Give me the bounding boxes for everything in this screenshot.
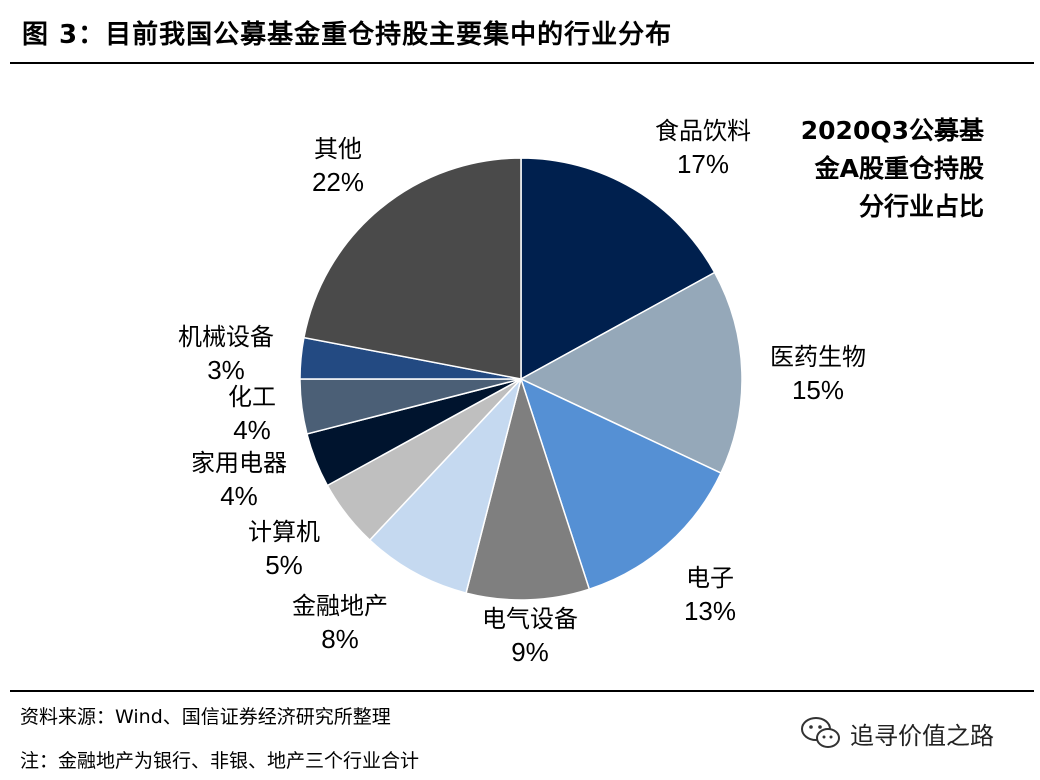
pie-slice-5 — [368, 378, 522, 594]
slice-value-label-9: 3% — [207, 355, 245, 385]
footnote: 注：金融地产为银行、非银、地产三个行业合计 — [20, 750, 420, 772]
slice-value-label-5: 8% — [321, 624, 359, 654]
slice-label-5: 金融地产 — [292, 592, 388, 620]
slice-label-7: 家用电器 — [191, 449, 287, 477]
side-title-line-2: 金A股重仓持股 — [814, 154, 984, 183]
pie-slice-3 — [519, 377, 722, 591]
slice-label-6: 计算机 — [248, 518, 320, 546]
pie-slice-1 — [520, 157, 716, 381]
watermark-text: 追寻价值之路 — [850, 721, 994, 750]
slice-label-1: 食品饮料 — [655, 117, 751, 145]
pie-slice-4 — [465, 376, 591, 601]
watermark: 追寻价值之路 — [800, 714, 994, 752]
figure-title-bar: 图 3：目前我国公募基金重仓持股主要集中的行业分布 — [0, 0, 1040, 62]
slice-label-4: 电气设备 — [482, 605, 578, 633]
top-rule — [10, 62, 1034, 64]
wechat-icon — [801, 717, 840, 748]
chart-side-title: 2020Q3公募基 金A股重仓持股 分行业占比 — [801, 112, 984, 226]
pie-slice-10 — [303, 157, 522, 380]
slice-value-label-2: 15% — [792, 375, 844, 405]
slice-label-9: 机械设备 — [178, 323, 274, 351]
slice-value-label-8: 4% — [233, 415, 271, 445]
figure-title: 图 3：目前我国公募基金重仓持股主要集中的行业分布 — [22, 20, 673, 50]
slice-label-2: 医药生物 — [770, 343, 866, 371]
source-note: 资料来源：Wind、国信证券经济研究所整理 — [20, 706, 391, 728]
slice-value-label-1: 17% — [677, 149, 729, 179]
pie-labels: 食品饮料 17% 医药生物 15% 电子 13% 电气设备 9% 金融地产 8% 计算机 5% 家用电器… — [178, 117, 866, 667]
slice-value-label-3: 13% — [684, 596, 736, 626]
pie-slices — [299, 157, 743, 601]
slice-value-label-7: 4% — [220, 481, 258, 511]
side-title-line-1: 2020Q3公募基 — [800, 116, 984, 145]
bottom-rule — [10, 690, 1034, 692]
slice-label-8: 化工 — [228, 383, 276, 411]
slice-label-10: 其他 — [314, 135, 362, 163]
slice-value-label-10: 22% — [312, 167, 364, 197]
slice-value-label-4: 9% — [511, 637, 549, 667]
slice-label-3: 电子 — [686, 564, 734, 592]
side-title-line-3: 分行业占比 — [858, 192, 984, 221]
slice-value-label-6: 5% — [265, 550, 303, 580]
pie-slice-2 — [519, 271, 743, 475]
